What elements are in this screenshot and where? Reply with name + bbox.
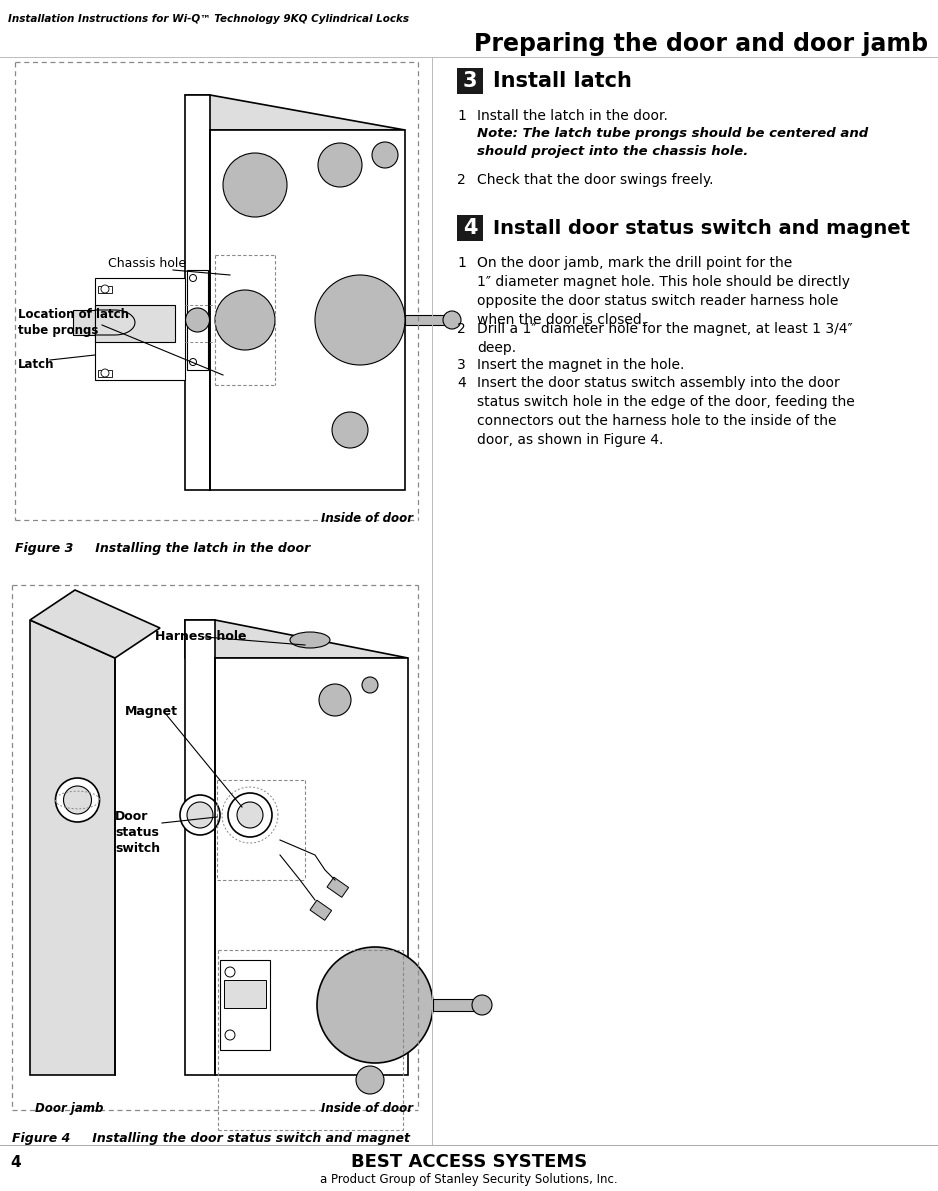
Text: Door jamb: Door jamb <box>35 1102 103 1115</box>
Text: 4: 4 <box>457 376 466 389</box>
Polygon shape <box>215 657 408 1075</box>
Polygon shape <box>210 130 405 490</box>
Ellipse shape <box>290 632 330 648</box>
Bar <box>98 370 112 378</box>
Bar <box>220 960 270 1050</box>
Circle shape <box>443 311 461 329</box>
Bar <box>457 216 483 241</box>
Circle shape <box>215 289 275 350</box>
Polygon shape <box>95 305 175 342</box>
Circle shape <box>101 369 109 378</box>
Text: Install latch: Install latch <box>493 71 632 91</box>
Polygon shape <box>185 95 210 490</box>
Text: Install the latch in the door.: Install the latch in the door. <box>477 110 668 123</box>
Text: Drill a 1″ diameter hole for the magnet, at least 1 3/4″
deep.: Drill a 1″ diameter hole for the magnet,… <box>477 322 853 355</box>
Circle shape <box>356 1066 384 1095</box>
Polygon shape <box>30 590 160 657</box>
Polygon shape <box>405 314 450 325</box>
Circle shape <box>237 802 263 828</box>
Text: Figure 3     Installing the latch in the door: Figure 3 Installing the latch in the doo… <box>15 542 310 555</box>
Text: Magnet: Magnet <box>125 705 178 718</box>
Circle shape <box>189 358 196 366</box>
Polygon shape <box>185 95 405 130</box>
Text: Install door status switch and magnet: Install door status switch and magnet <box>493 218 910 237</box>
Circle shape <box>315 275 405 364</box>
Polygon shape <box>95 278 185 380</box>
Circle shape <box>319 684 351 716</box>
Bar <box>224 980 266 1008</box>
Text: Preparing the door and door jamb: Preparing the door and door jamb <box>474 32 928 56</box>
Circle shape <box>225 1030 235 1040</box>
Text: 2: 2 <box>457 322 466 336</box>
Text: On the door jamb, mark the drill point for the
1″ diameter magnet hole. This hol: On the door jamb, mark the drill point f… <box>477 256 850 326</box>
Text: Inside of door: Inside of door <box>321 512 413 525</box>
Circle shape <box>101 285 109 293</box>
Circle shape <box>64 786 92 813</box>
Text: Inside of door: Inside of door <box>321 1102 413 1115</box>
Text: BEST ACCESS SYSTEMS: BEST ACCESS SYSTEMS <box>351 1153 587 1171</box>
Text: 4: 4 <box>462 218 477 238</box>
Circle shape <box>228 793 272 837</box>
Text: Door
status
switch: Door status switch <box>115 810 160 855</box>
Polygon shape <box>73 310 95 335</box>
Text: Insert the door status switch assembly into the door
status switch hole in the e: Insert the door status switch assembly i… <box>477 376 855 447</box>
Bar <box>327 877 349 897</box>
Text: 2: 2 <box>457 173 466 187</box>
Text: Check that the door swings freely.: Check that the door swings freely. <box>477 173 714 187</box>
Circle shape <box>187 802 213 828</box>
Text: Note: The latch tube prongs should be centered and
should project into the chass: Note: The latch tube prongs should be ce… <box>477 127 869 157</box>
Circle shape <box>189 274 196 281</box>
Circle shape <box>372 142 398 168</box>
Text: Latch: Latch <box>18 358 54 372</box>
Circle shape <box>362 676 378 693</box>
Text: Location of latch
tube prongs: Location of latch tube prongs <box>18 308 129 337</box>
Text: 4: 4 <box>10 1155 21 1170</box>
Text: a Product Group of Stanley Security Solutions, Inc.: a Product Group of Stanley Security Solu… <box>320 1173 618 1186</box>
Circle shape <box>472 994 492 1015</box>
Circle shape <box>317 947 433 1064</box>
Circle shape <box>318 143 362 187</box>
Polygon shape <box>30 621 115 1075</box>
Bar <box>310 900 332 921</box>
Text: 1: 1 <box>457 110 466 123</box>
Polygon shape <box>185 621 215 1075</box>
Text: Figure 4     Installing the door status switch and magnet: Figure 4 Installing the door status swit… <box>12 1131 410 1145</box>
Text: 3: 3 <box>457 358 466 372</box>
Bar <box>187 270 208 370</box>
Circle shape <box>180 796 220 835</box>
Bar <box>457 68 483 94</box>
Circle shape <box>332 412 368 448</box>
Text: Insert the magnet in the hole.: Insert the magnet in the hole. <box>477 358 685 372</box>
Text: 1: 1 <box>457 256 466 270</box>
Polygon shape <box>185 621 408 657</box>
Text: Chassis hole: Chassis hole <box>108 257 186 270</box>
Circle shape <box>186 308 209 332</box>
Bar <box>98 286 112 293</box>
Text: Harness hole: Harness hole <box>155 630 247 643</box>
Circle shape <box>225 967 235 977</box>
Circle shape <box>55 778 99 822</box>
Text: 3: 3 <box>462 71 477 91</box>
Polygon shape <box>433 999 480 1011</box>
Text: Installation Instructions for Wi-Q™ Technology 9KQ Cylindrical Locks: Installation Instructions for Wi-Q™ Tech… <box>8 14 409 24</box>
Circle shape <box>223 152 287 217</box>
